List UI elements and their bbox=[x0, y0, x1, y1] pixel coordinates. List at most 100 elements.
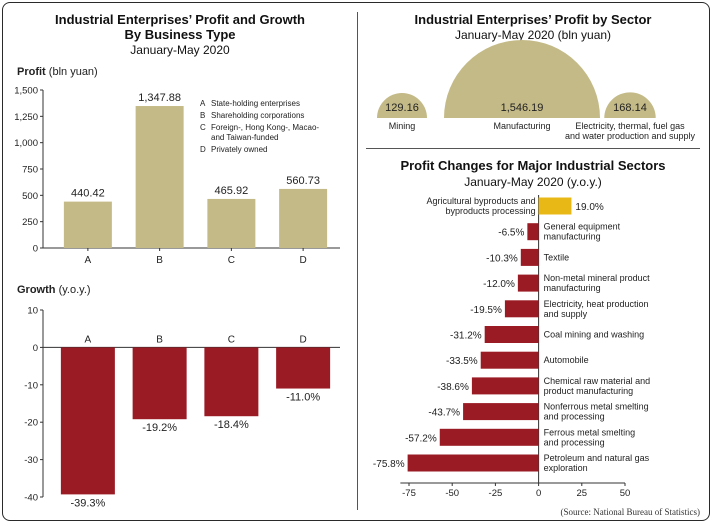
category-label: and supply bbox=[544, 309, 588, 319]
semicircle-utilities bbox=[604, 92, 656, 118]
hbar-2 bbox=[520, 248, 539, 266]
category-label: General equipment bbox=[544, 222, 621, 232]
x-tick-label: 25 bbox=[577, 488, 588, 499]
category-label: and processing bbox=[544, 412, 605, 422]
bar-value-label: -39.3% bbox=[70, 497, 105, 509]
sector-profit-title: Industrial Enterprises’ Profit by Sector bbox=[414, 12, 652, 27]
hbar-6 bbox=[480, 351, 539, 369]
y-tick-label: 10 bbox=[27, 306, 38, 317]
sector-name-label: Electricity, thermal, fuel gas bbox=[575, 121, 685, 131]
profit-axis-label: Profit (bln yuan) bbox=[17, 66, 98, 78]
y-tick-label: 250 bbox=[22, 217, 38, 228]
bar-value-label: -33.5% bbox=[446, 356, 478, 367]
sector-name-label: Manufacturing bbox=[493, 121, 550, 131]
bar-value-label: -12.0% bbox=[483, 279, 515, 290]
sector-value-label: 168.14 bbox=[613, 102, 647, 114]
category-label: Coal mining and washing bbox=[544, 330, 645, 340]
business-type-subtitle: January-May 2020 bbox=[130, 43, 230, 57]
x-tick-label: 50 bbox=[620, 488, 631, 499]
bar-value-label: -19.2% bbox=[142, 422, 177, 434]
bar-value-label: -43.7% bbox=[428, 408, 460, 419]
category-label: Nonferrous metal smelting bbox=[544, 402, 649, 412]
sector-name-label: and water production and supply bbox=[565, 131, 696, 141]
growth-axis-label: Growth (y.o.y.) bbox=[17, 284, 91, 296]
x-tick-label: D bbox=[300, 255, 307, 266]
y-tick-label: 500 bbox=[22, 191, 38, 202]
category-label: Petroleum and natural gas bbox=[544, 453, 650, 463]
bar-value-label: 560.73 bbox=[286, 175, 320, 187]
bar-value-label: 440.42 bbox=[71, 188, 105, 200]
bar-value-label: -18.4% bbox=[214, 419, 249, 431]
business-type-legend: A State-holding enterprises B Shareholding… bbox=[200, 99, 350, 157]
legend-item: D Privately owned bbox=[200, 145, 268, 154]
category-label: Chemical raw material and bbox=[544, 376, 651, 386]
y-tick-label: -10 bbox=[24, 380, 38, 391]
y-tick-label: 750 bbox=[22, 165, 38, 176]
hbar-3 bbox=[517, 274, 539, 292]
bar-value-label: -11.0% bbox=[286, 392, 320, 404]
semicircle-manufacturing bbox=[444, 40, 600, 118]
x-tick-label: B bbox=[156, 334, 163, 345]
x-tick-label: A bbox=[85, 334, 92, 345]
y-tick-label: -40 bbox=[24, 493, 38, 504]
x-tick-label: C bbox=[228, 334, 235, 345]
x-tick-label: -25 bbox=[489, 488, 503, 499]
business-type-title-line2: By Business Type bbox=[124, 27, 236, 42]
bar-value-label: 465.92 bbox=[215, 185, 249, 197]
bar-a bbox=[63, 201, 112, 248]
category-label: Textile bbox=[544, 252, 570, 262]
bar-value-label: -38.6% bbox=[437, 382, 469, 393]
y-tick-label: 0 bbox=[33, 244, 38, 255]
category-label: Agricultural byproducts and bbox=[427, 196, 536, 206]
category-label: manufacturing bbox=[544, 232, 601, 242]
bar-b bbox=[135, 106, 184, 248]
source-note: (Source: National Bureau of Statistics) bbox=[560, 507, 700, 517]
sector-changes-title: Profit Changes for Major Industrial Sect… bbox=[400, 158, 666, 173]
bar-value-label: -6.5% bbox=[498, 228, 524, 239]
y-tick-label: 0 bbox=[33, 343, 38, 354]
y-tick-label: 1,000 bbox=[14, 138, 38, 149]
bar-b bbox=[132, 347, 187, 420]
legend-item: C Foreign-, Hong Kong-, Macao- and Taiwan… bbox=[200, 123, 320, 142]
hbar-4 bbox=[504, 300, 539, 318]
hbar-9 bbox=[439, 428, 539, 446]
legend-item: B Shareholding corporations bbox=[200, 111, 305, 120]
bar-a bbox=[60, 347, 115, 495]
category-label: and processing bbox=[544, 437, 605, 447]
hbar-0 bbox=[538, 197, 572, 215]
x-tick-label: C bbox=[228, 255, 235, 266]
bar-value-label: -57.2% bbox=[405, 433, 437, 444]
legend-item: A State-holding enterprises bbox=[200, 99, 300, 108]
bar-c bbox=[204, 347, 259, 417]
y-tick-label: 1,500 bbox=[14, 86, 38, 97]
x-tick-label: A bbox=[85, 255, 92, 266]
bar-value-label: 1,347.88 bbox=[138, 92, 181, 104]
horizontal-divider bbox=[366, 148, 700, 149]
sector-value-label: 129.16 bbox=[385, 102, 419, 114]
sector-value-label: 1,546.19 bbox=[501, 102, 544, 114]
hbar-8 bbox=[463, 403, 539, 421]
y-tick-label: -20 bbox=[24, 418, 38, 429]
x-tick-label: D bbox=[300, 334, 307, 345]
bar-value-label: 19.0% bbox=[575, 202, 603, 213]
y-tick-label: -30 bbox=[24, 455, 38, 466]
x-tick-label: -50 bbox=[445, 488, 459, 499]
bar-value-label: -10.3% bbox=[486, 253, 518, 264]
hbar-1 bbox=[527, 223, 539, 241]
bar-value-label: -19.5% bbox=[470, 305, 502, 316]
sector-changes-subtitle: January-May 2020 (y.o.y.) bbox=[464, 175, 602, 189]
bar-c bbox=[207, 198, 256, 248]
x-tick-label: B bbox=[156, 255, 163, 266]
category-label: exploration bbox=[544, 463, 588, 473]
hbar-5 bbox=[484, 326, 539, 343]
x-tick-label: 0 bbox=[536, 488, 541, 499]
bar-value-label: -75.8% bbox=[373, 459, 405, 470]
semicircle-mining bbox=[377, 93, 427, 118]
bar-d bbox=[279, 188, 328, 248]
category-label: Ferrous metal smelting bbox=[544, 427, 636, 437]
